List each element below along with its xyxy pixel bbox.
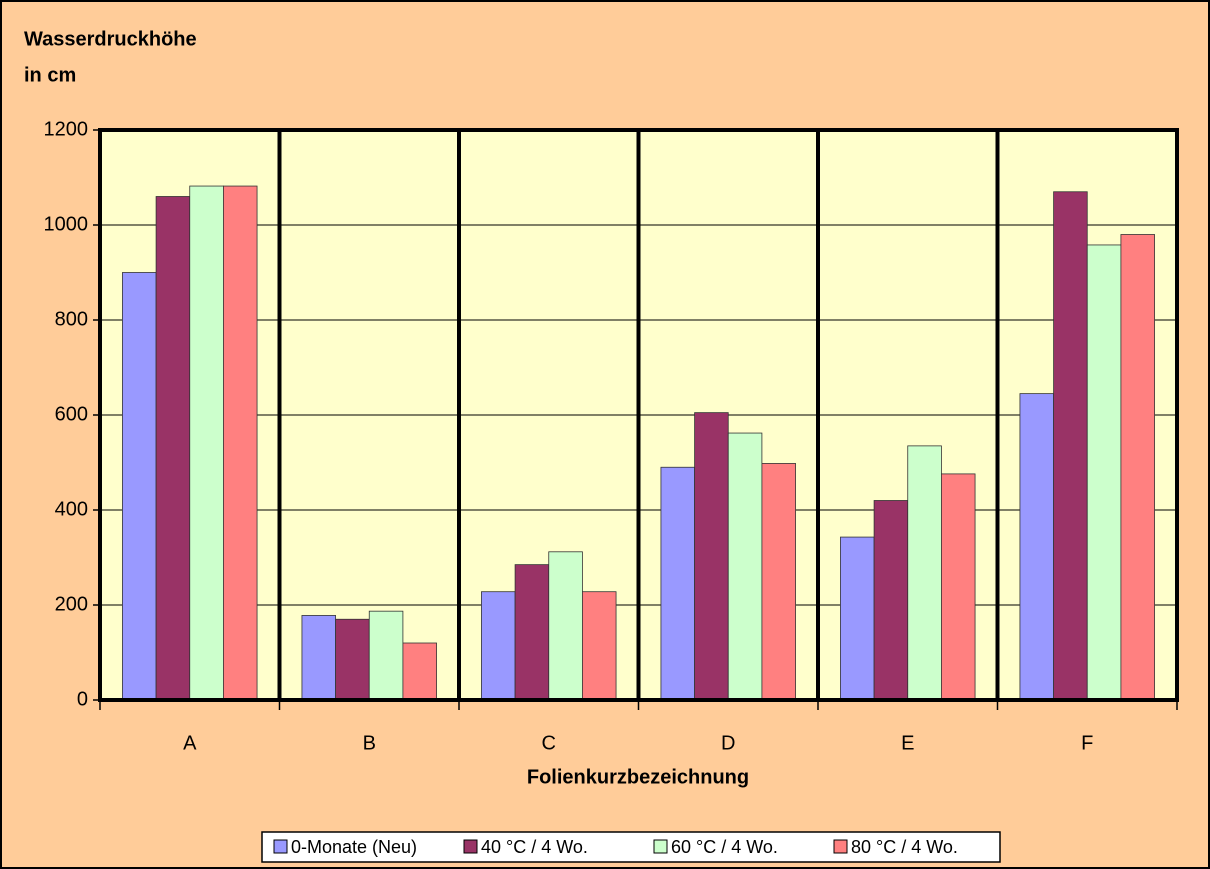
bar: [1086, 244, 1122, 701]
legend-swatch: [653, 839, 668, 854]
bar: [660, 466, 695, 701]
legend-label: 60 °C / 4 Wo.: [671, 837, 778, 857]
x-tick-label: E: [901, 732, 914, 754]
bar: [873, 500, 909, 701]
y-tick-label: 600: [55, 403, 88, 425]
x-axis-title: Folienkurzbezeichnung: [527, 766, 749, 788]
bar: [1053, 191, 1088, 701]
bar: [402, 642, 437, 701]
y-tick-label: 800: [55, 308, 88, 330]
legend-label: 0-Monate (Neu): [291, 837, 417, 857]
bar: [727, 432, 763, 701]
bar: [1019, 393, 1054, 701]
bar: [941, 473, 976, 701]
plot-border: [98, 128, 1179, 702]
bar: [1120, 234, 1155, 701]
bar: [155, 196, 191, 701]
x-tick-label: A: [183, 732, 197, 754]
bar: [189, 185, 224, 701]
bar: [907, 445, 942, 701]
y-tick-label: 400: [55, 498, 88, 520]
x-tick-label: F: [1081, 732, 1093, 754]
legend-label: 40 °C / 4 Wo.: [481, 837, 588, 857]
bar: [368, 610, 404, 701]
y-tick-label: 200: [55, 593, 88, 615]
bar: [761, 463, 796, 701]
legend-swatch: [273, 839, 288, 854]
bar: [335, 618, 370, 701]
bar: [481, 591, 516, 701]
bar: [582, 591, 617, 701]
x-tick-label: B: [363, 732, 376, 754]
y-tick-label: 1200: [44, 118, 89, 140]
x-tick-label: D: [721, 732, 735, 754]
bar: [514, 564, 550, 701]
legend-label: 80 °C / 4 Wo.: [851, 837, 958, 857]
x-tick-label: C: [542, 732, 556, 754]
bar: [301, 615, 336, 701]
legend-swatch: [833, 839, 848, 854]
legend-swatch: [463, 839, 478, 854]
bar: [223, 185, 258, 701]
bar: [548, 551, 583, 701]
legend: [261, 831, 1001, 863]
y-tick-label: 0: [77, 688, 88, 710]
y-axis-title: Wasserdruckhöhe: [24, 28, 197, 50]
bar: [694, 412, 729, 701]
y-tick-label: 1000: [44, 213, 89, 235]
bar: [122, 272, 157, 701]
bar: [840, 536, 875, 701]
y-axis-title: in cm: [24, 64, 76, 86]
